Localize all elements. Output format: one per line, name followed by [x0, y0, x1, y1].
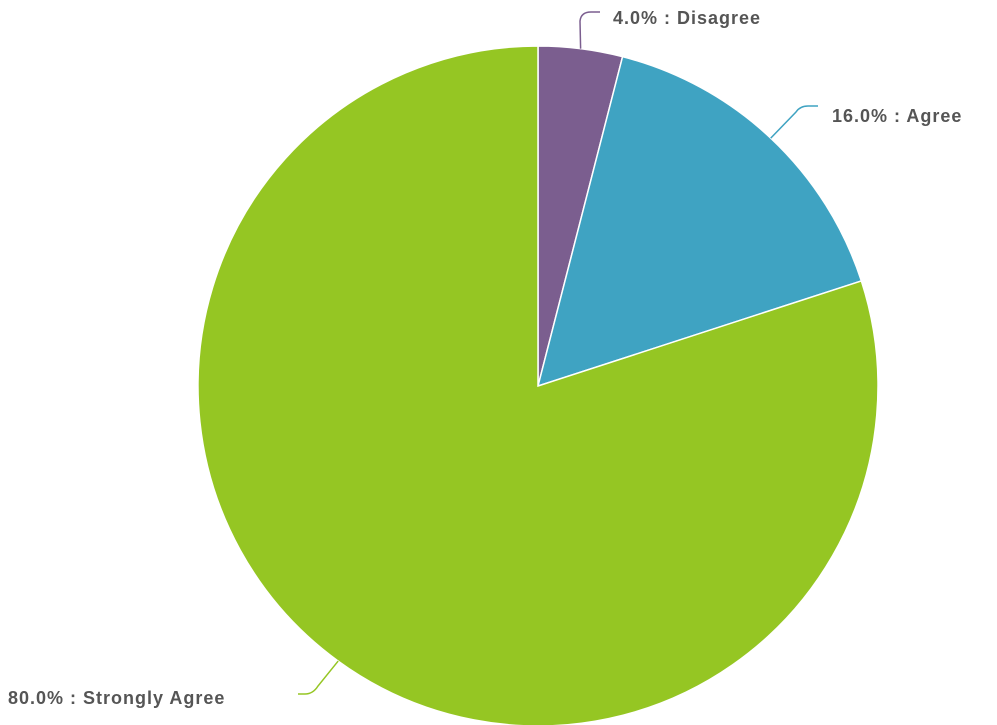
pie-slice-agree [536, 55, 863, 388]
slice-label-strongly-agree: 80.0% : Strongly Agree [8, 688, 225, 708]
slice-label-disagree: 4.0% : Disagree [613, 8, 761, 28]
pie-slices [197, 45, 879, 725]
leader-line-strongly-agree [298, 660, 339, 695]
pie-leader-lines [298, 11, 818, 695]
pie-labels: 4.0% : Disagree 16.0% : Agree 80.0% : St… [8, 8, 962, 708]
leader-line-agree [770, 105, 818, 139]
leader-line-disagree [579, 11, 600, 49]
slice-label-agree: 16.0% : Agree [832, 106, 962, 126]
